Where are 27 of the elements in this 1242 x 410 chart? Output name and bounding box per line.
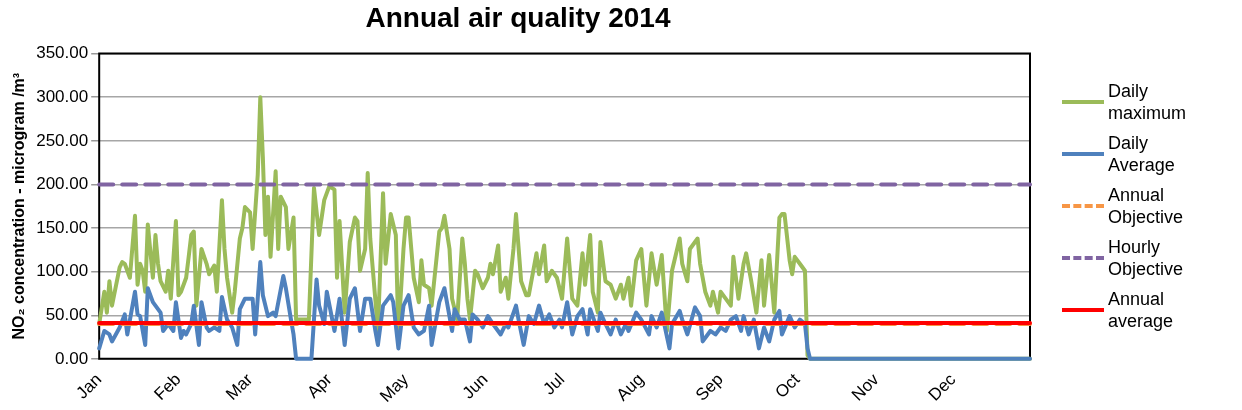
x-tick-label: Feb (150, 369, 185, 404)
legend-label: Annual Objective (1108, 184, 1185, 228)
legend-label: Annual average (1108, 288, 1175, 332)
legend-label: Daily Average (1108, 132, 1176, 176)
y-tick-label: 200.00 (36, 174, 89, 194)
x-tick-label: Jan (72, 369, 106, 403)
x-tick-label: Apr (303, 369, 336, 402)
x-tick-label: Aug (612, 369, 648, 405)
y-tick-label: 300.00 (36, 86, 89, 106)
y-axis-title: NO₂ concentration - microgram /m³ (10, 72, 28, 340)
x-tick-label: Oct (771, 369, 804, 402)
chart-title: Annual air quality 2014 (365, 1, 671, 33)
y-tick-label: 100.00 (36, 261, 89, 281)
legend-label: Daily maximum (1108, 80, 1187, 124)
y-tick-label: 250.00 (36, 130, 89, 150)
y-tick-label: 50.00 (45, 304, 89, 324)
x-tick-label: Mar (222, 369, 257, 404)
y-tick-label: 350.00 (36, 43, 89, 63)
x-tick-label: Sep (691, 369, 727, 405)
x-tick-label: Jul (539, 369, 569, 399)
y-tick-label: 0.00 (55, 348, 89, 368)
legend-label: Hourly Objective (1108, 236, 1185, 280)
x-tick-label: May (376, 369, 413, 406)
x-tick-label: Dec (924, 369, 960, 405)
x-tick-label: Nov (847, 369, 884, 405)
y-tick-label: 150.00 (36, 217, 89, 237)
x-tick-label: Jun (458, 369, 492, 403)
